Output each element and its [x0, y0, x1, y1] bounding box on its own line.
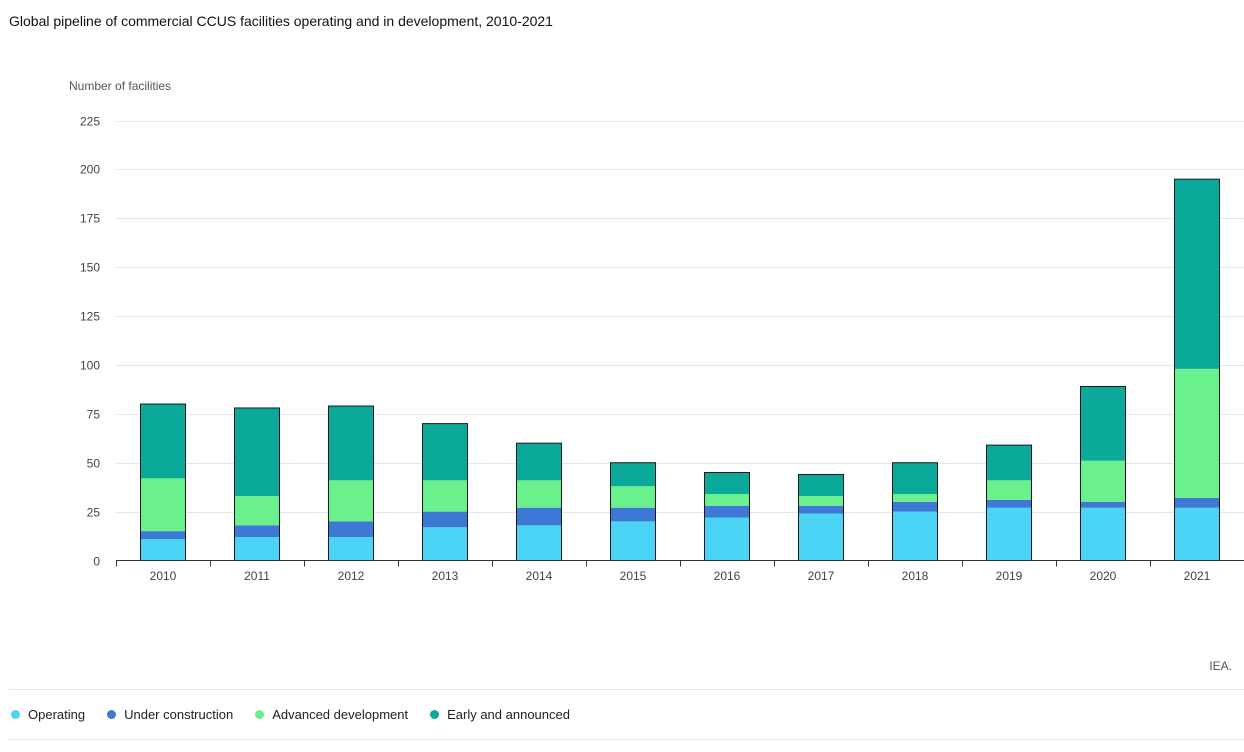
bar-segment-operating [610, 521, 656, 561]
bar-segment-operating [986, 507, 1032, 561]
bar-segment-early-and-announced [422, 423, 468, 481]
y-tick-label: 200 [80, 163, 100, 177]
bar-segment-under-construction [1174, 497, 1220, 508]
bar-segment-early-and-announced [516, 443, 562, 481]
bar-segment-advanced-development [798, 495, 844, 506]
bar-segment-early-and-announced [704, 472, 750, 495]
legend-label: Operating [28, 707, 86, 722]
y-tick-label: 50 [87, 457, 101, 471]
gridlines [116, 121, 1244, 513]
bar-segment-under-construction [798, 505, 844, 514]
x-tick-label: 2017 [808, 569, 835, 583]
bar-segment-operating [422, 527, 468, 561]
x-tick-label: 2011 [244, 569, 270, 583]
x-axis [116, 560, 1244, 567]
x-tick-label: 2010 [150, 569, 177, 583]
bar-segment-operating [1080, 507, 1126, 561]
chart-title: Global pipeline of commercial CCUS facil… [9, 13, 553, 29]
legend-item-operating[interactable]: Operating [11, 707, 85, 722]
y-tick-label: 150 [80, 261, 100, 275]
bars [140, 178, 1220, 562]
legend-bottom-divider [9, 739, 1244, 740]
x-tick-label: 2012 [338, 569, 365, 583]
x-tick-labels: 2010 2011 2012 2013 2014 2015 2016 2017 2018 2019… [150, 569, 1211, 583]
bar-segment-operating [234, 537, 280, 561]
y-tick-label: 25 [87, 506, 101, 520]
x-tick-label: 2018 [902, 569, 929, 583]
bar-segment-advanced-development [140, 478, 186, 532]
bar-segment-under-construction [422, 511, 468, 528]
bar-segment-under-construction [516, 507, 562, 526]
x-tick-label: 2019 [996, 569, 1023, 583]
y-tick-label: 0 [93, 555, 100, 569]
bar-segment-under-construction [140, 531, 186, 539]
x-tick-label: 2020 [1090, 569, 1117, 583]
legend-item-early-and-announced[interactable]: Early and announced [430, 707, 570, 722]
bar-segment-advanced-development [704, 494, 750, 506]
legend-top-divider [9, 689, 1244, 690]
bar-segment-early-and-announced [986, 445, 1032, 481]
x-tick-label: 2016 [714, 569, 741, 583]
legend-item-under-construction[interactable]: Under construction [107, 707, 233, 722]
x-tick-label: 2015 [620, 569, 647, 583]
bar-segment-advanced-development [328, 480, 374, 522]
bar-segment-advanced-development [1174, 368, 1220, 498]
bar-segment-operating [892, 511, 938, 561]
legend-dot-icon [255, 710, 265, 719]
bar-segment-early-and-announced [1174, 179, 1220, 369]
x-tick-label: 2013 [432, 569, 459, 583]
legend-dot-icon [430, 710, 440, 719]
bar-segment-advanced-development [986, 480, 1032, 500]
bar-segment-operating [328, 537, 374, 561]
bar-segment-early-and-announced [892, 462, 938, 495]
bar-segment-early-and-announced [1080, 386, 1126, 461]
x-tick-label: 2021 [1184, 569, 1211, 583]
bar-segment-operating [516, 525, 562, 561]
bar-segment-under-construction [234, 525, 280, 538]
source-label: IEA. [1209, 659, 1232, 673]
legend-dot-icon [11, 710, 20, 719]
y-axis-label: Number of facilities [69, 79, 172, 93]
bar-segment-operating [704, 517, 750, 561]
legend-dot-icon [107, 710, 117, 719]
y-tick-label: 100 [80, 359, 100, 373]
legend-label: Under construction [124, 707, 234, 722]
bar-segment-advanced-development [516, 480, 562, 508]
bar-segment-under-construction [610, 507, 656, 522]
bar-segment-under-construction [986, 499, 1032, 508]
bar-segment-advanced-development [610, 486, 656, 508]
y-tick-label: 175 [80, 212, 100, 226]
x-tick-label: 2014 [526, 569, 553, 583]
bar-segment-early-and-announced [328, 406, 374, 481]
legend-item-advanced-development[interactable]: Advanced development [255, 707, 408, 722]
bar-segment-under-construction [1080, 501, 1126, 508]
bar-segment-advanced-development [892, 494, 938, 502]
legend: Operating Under construction Advanced de… [11, 707, 592, 722]
bar-segment-under-construction [892, 501, 938, 512]
bar-segment-early-and-announced [798, 474, 844, 496]
bar-segment-operating [798, 513, 844, 561]
bar-segment-early-and-announced [610, 462, 656, 487]
bar-segment-under-construction [704, 505, 750, 518]
bar-segment-early-and-announced [140, 404, 186, 479]
bar-segment-advanced-development [1080, 460, 1126, 502]
bar-segment-operating [1174, 507, 1220, 561]
bar-segment-operating [140, 538, 186, 561]
y-tick-label: 225 [80, 115, 100, 129]
bar-segment-early-and-announced [234, 407, 280, 496]
y-tick-label: 75 [87, 408, 101, 422]
y-tick-label: 125 [80, 310, 100, 324]
legend-label: Advanced development [272, 707, 409, 722]
legend-label: Early and announced [447, 707, 570, 722]
bar-segment-under-construction [328, 521, 374, 538]
bar-segment-advanced-development [234, 495, 280, 526]
bar-segment-advanced-development [422, 480, 468, 512]
y-tick-labels: 0 25 50 75 100 125 150 175 200 225 [80, 115, 100, 569]
